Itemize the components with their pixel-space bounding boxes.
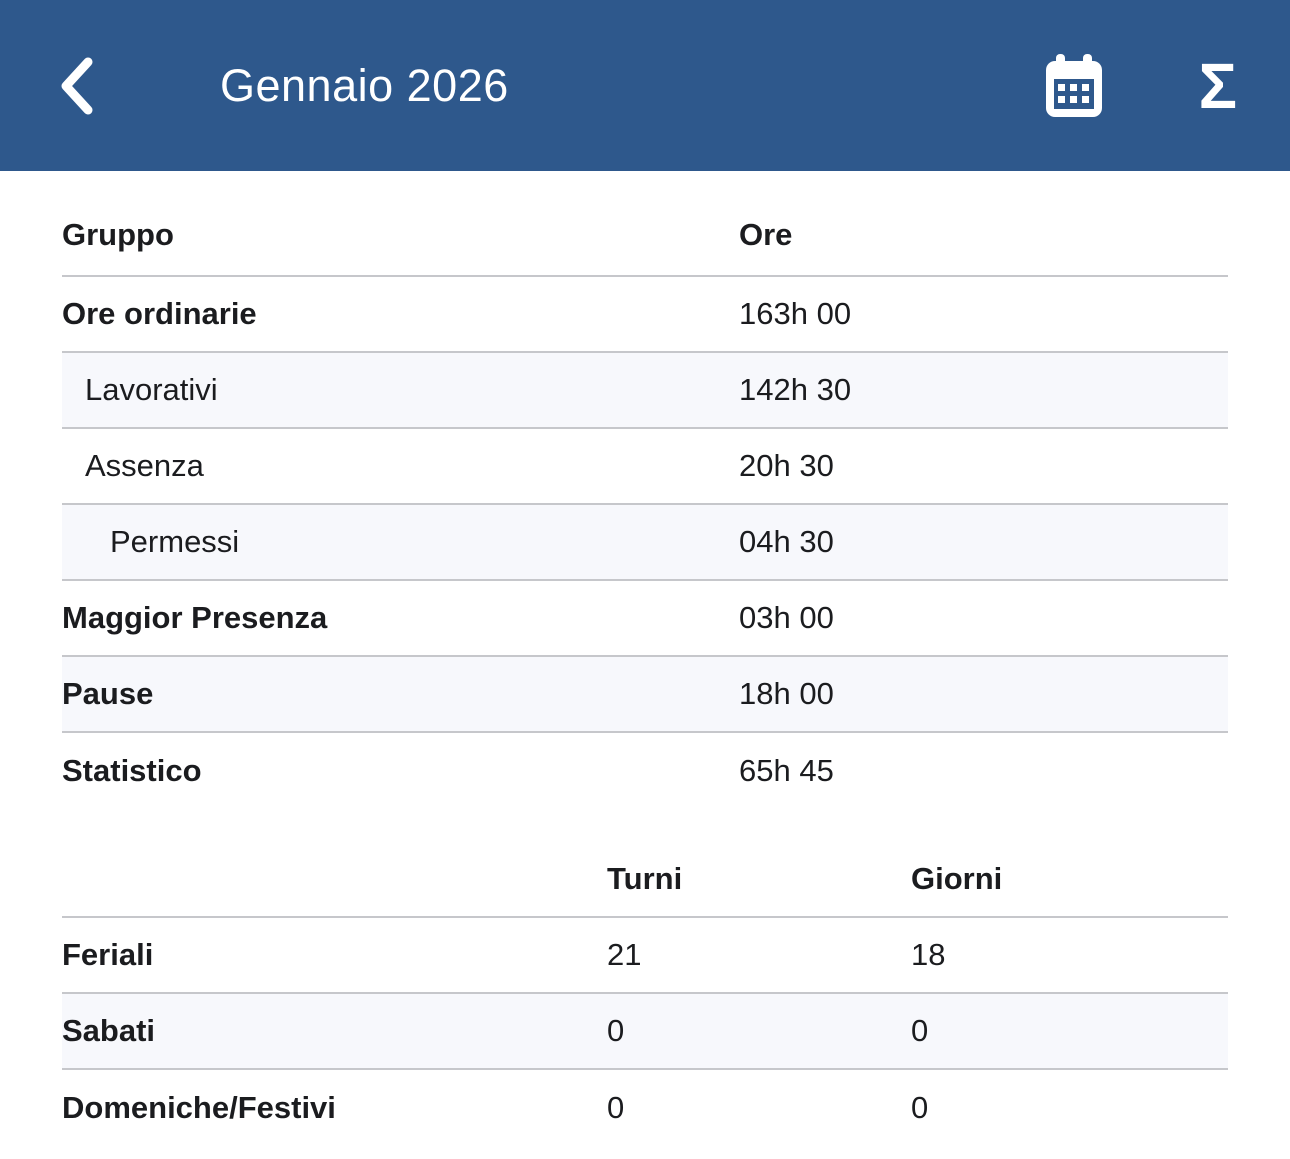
row-label: Permessi <box>110 524 240 559</box>
row-value: 04h 30 <box>739 524 834 559</box>
row-label: Sabati <box>62 1013 156 1048</box>
column-header-giorni: Giorni <box>911 861 1003 896</box>
row-value: 65h 45 <box>739 752 834 788</box>
sigma-icon: Σ <box>1198 49 1237 122</box>
page-title: Gennaio 2026 <box>220 59 509 111</box>
row-label: Maggior Presenza <box>62 600 328 635</box>
row-label: Assenza <box>85 448 204 483</box>
row-label: Statistico <box>62 752 202 788</box>
row-label: Feriali <box>62 937 154 972</box>
row-pause: Pause 18h 00 <box>62 657 1228 733</box>
row-ore-ordinarie: Ore ordinarie 163h 00 <box>62 277 1228 353</box>
calendar-button[interactable] <box>1045 53 1102 118</box>
row-statistico: Statistico 65h 45 <box>62 733 1228 808</box>
row-label: Domeniche/Festivi <box>62 1089 336 1125</box>
column-header-turni: Turni <box>607 861 683 896</box>
column-header-ore: Ore <box>739 217 793 252</box>
header-actions: Σ <box>1045 53 1237 118</box>
hours-summary-table: Gruppo Ore Ore ordinarie 163h 00 Lavorat… <box>62 195 1228 808</box>
row-giorni: 0 <box>911 1089 929 1125</box>
row-value: 18h 00 <box>739 676 834 711</box>
row-feriali: Feriali 21 18 <box>62 918 1228 994</box>
app-header: Gennaio 2026 Σ <box>0 0 1290 171</box>
back-button[interactable] <box>56 51 116 121</box>
totals-button[interactable]: Σ <box>1199 54 1237 118</box>
column-header-gruppo: Gruppo <box>62 217 174 252</box>
content: Gruppo Ore Ore ordinarie 163h 00 Lavorat… <box>0 195 1290 1145</box>
row-value: 142h 30 <box>739 372 852 407</box>
row-label: Lavorativi <box>85 372 218 407</box>
row-lavorativi: Lavorativi 142h 30 <box>62 353 1228 429</box>
row-maggior-presenza: Maggior Presenza 03h 00 <box>62 581 1228 657</box>
calendar-icon <box>1045 53 1102 117</box>
row-value: 20h 30 <box>739 448 834 483</box>
days-table-header-row: Turni Giorni <box>62 842 1228 918</box>
row-turni: 0 <box>607 1089 625 1125</box>
hours-table-header-row: Gruppo Ore <box>62 195 1228 277</box>
shift-days-table: Turni Giorni Feriali 21 18 Sabati 0 0 Do… <box>62 842 1228 1145</box>
row-permessi: Permessi 04h 30 <box>62 505 1228 581</box>
row-domeniche-festivi: Domeniche/Festivi 0 0 <box>62 1070 1228 1145</box>
row-value: 163h 00 <box>739 296 852 331</box>
row-assenza: Assenza 20h 30 <box>62 429 1228 505</box>
row-value: 03h 00 <box>739 600 834 635</box>
row-turni: 0 <box>607 1013 625 1048</box>
row-label: Ore ordinarie <box>62 296 257 331</box>
row-sabati: Sabati 0 0 <box>62 994 1228 1070</box>
row-turni: 21 <box>607 937 642 972</box>
row-giorni: 0 <box>911 1013 929 1048</box>
chevron-left-icon <box>61 57 93 114</box>
row-label: Pause <box>62 676 154 711</box>
row-giorni: 18 <box>911 937 946 972</box>
